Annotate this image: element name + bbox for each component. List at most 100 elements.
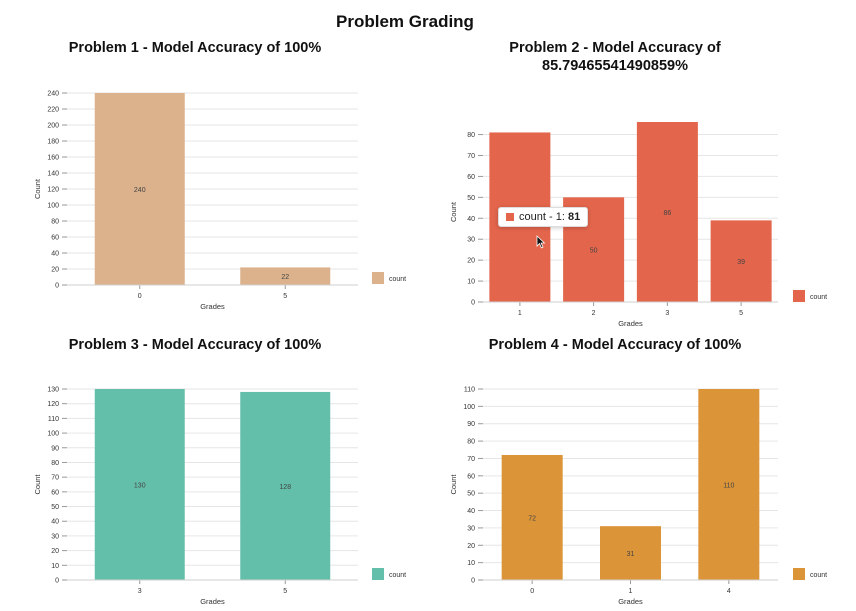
y-tick-label: 100 xyxy=(47,203,59,210)
x-tick-label: 5 xyxy=(739,310,743,317)
y-tick-label: 0 xyxy=(55,578,59,585)
y-tick-label: 50 xyxy=(467,195,475,202)
bar-chart-problem-3: 0 10 20 30 40 50 60 70 80 90 100 110 120 130 Count 130 3… xyxy=(33,387,406,607)
bar-value-label: 50 xyxy=(590,248,598,255)
x-axis-label: Grades xyxy=(200,597,225,606)
bar-value-label: 240 xyxy=(134,187,146,194)
chart-title: Problem 2 - Model Accuracy of 85.7946554… xyxy=(465,39,765,75)
mouse-pointer-icon xyxy=(536,235,546,249)
tooltip-series: count xyxy=(519,211,546,223)
y-tick-label: 110 xyxy=(464,387,475,394)
tooltip-prefix: - xyxy=(545,211,556,223)
legend-label: count xyxy=(810,294,827,301)
x-tick-label: 1 xyxy=(629,588,633,595)
bar xyxy=(240,267,331,285)
chart-panel-problem-4: Problem 4 - Model Accuracy of 100% 0 10 20… xyxy=(428,305,856,611)
bar-value-label: 39 xyxy=(737,259,745,266)
y-tick-label: 80 xyxy=(467,439,475,446)
y-tick-label: 10 xyxy=(467,279,475,286)
x-axis-label: Grades xyxy=(618,597,643,606)
y-tick-label: 80 xyxy=(51,219,59,226)
chart-title-line: Problem 4 - Model Accuracy of 100% xyxy=(488,337,742,353)
tooltip-category: 1 xyxy=(555,211,562,223)
y-tick-label: 20 xyxy=(51,548,59,555)
bar xyxy=(240,391,331,580)
chart-title: Problem 3 - Model Accuracy of 100% xyxy=(40,336,350,354)
y-tick-label: 70 xyxy=(51,475,59,482)
legend-swatch xyxy=(793,290,805,302)
bar xyxy=(501,454,563,580)
bar-value-label: 72 xyxy=(528,515,536,522)
chart-title: Problem 4 - Model Accuracy of 100% xyxy=(465,336,765,354)
legend-label: count xyxy=(810,572,827,579)
y-tick-label: 100 xyxy=(47,431,59,438)
y-axis-label: Count xyxy=(449,474,458,495)
bar-value-label: 22 xyxy=(281,274,289,281)
x-tick-label: 1 xyxy=(518,310,522,317)
bar xyxy=(636,122,698,302)
chart-title-line: Problem 3 - Model Accuracy of 100% xyxy=(68,337,322,353)
y-axis-label: Count xyxy=(33,474,42,495)
y-tick-label: 110 xyxy=(48,416,59,423)
bar xyxy=(94,93,185,285)
y-tick-label: 20 xyxy=(51,267,59,274)
tooltip-sep: : xyxy=(561,211,568,223)
x-tick-label: 4 xyxy=(727,588,731,595)
x-tick-label: 3 xyxy=(665,310,669,317)
y-tick-label: 100 xyxy=(463,404,475,411)
y-tick-label: 50 xyxy=(51,504,59,511)
chart-plot-area: 0 10 20 30 40 50 60 70 80 90 100 110 120 130 Count 130 3… xyxy=(33,387,406,607)
legend-swatch xyxy=(793,568,805,580)
y-tick-label: 60 xyxy=(467,473,475,480)
tooltip-value: 81 xyxy=(567,211,581,223)
y-tick-label: 160 xyxy=(47,155,59,162)
y-tick-label: 70 xyxy=(467,456,475,463)
x-tick-label: 5 xyxy=(283,293,287,300)
page-title: Problem Grading xyxy=(336,12,474,31)
chart-panel-problem-2: Problem 2 - Model Accuracy of 85.7946554… xyxy=(428,0,856,330)
bar-chart-problem-4: 0 10 20 30 40 50 60 70 80 90 100 110 Count 72 0 31 1 110 4… xyxy=(449,387,827,607)
y-tick-label: 20 xyxy=(467,258,475,265)
y-tick-label: 240 xyxy=(47,91,59,98)
legend-swatch xyxy=(372,272,384,284)
y-tick-label: 60 xyxy=(467,174,475,181)
y-tick-label: 40 xyxy=(51,251,59,258)
y-tick-label: 40 xyxy=(467,508,475,515)
y-tick-label: 30 xyxy=(51,533,59,540)
y-tick-label: 0 xyxy=(55,283,59,290)
chart-title: Problem 1 - Model Accuracy of 100% xyxy=(40,39,350,57)
y-tick-label: 30 xyxy=(467,237,475,244)
x-axis-label: Grades xyxy=(200,302,225,311)
chart-panel-problem-3: Problem 3 - Model Accuracy of 100% 0 10 20… xyxy=(0,305,420,611)
chart-title-line: Problem 2 - Model Accuracy of xyxy=(509,40,721,56)
y-tick-label: 120 xyxy=(47,187,59,194)
y-tick-label: 30 xyxy=(467,525,475,532)
y-tick-label: 120 xyxy=(47,401,59,408)
tooltip-swatch xyxy=(506,213,514,222)
y-tick-label: 10 xyxy=(51,563,59,570)
y-tick-label: 140 xyxy=(47,171,59,178)
y-tick-label: 20 xyxy=(467,543,475,550)
legend-label: count xyxy=(389,276,406,283)
y-tick-label: 80 xyxy=(51,460,59,467)
bar-value-label: 128 xyxy=(279,484,291,491)
chart-plot-area: 0 10 20 30 40 50 60 70 80 Count 81 1 50 2 86 3 39 5 Grades… xyxy=(449,122,827,328)
bar xyxy=(600,526,661,580)
y-tick-label: 50 xyxy=(467,491,475,498)
y-tick-label: 130 xyxy=(47,387,59,394)
y-tick-label: 80 xyxy=(467,132,475,139)
chart-title-line: Problem 1 - Model Accuracy of 100% xyxy=(68,40,322,56)
chart-title-line: 85.79465541490859% xyxy=(542,58,688,74)
y-tick-label: 0 xyxy=(471,300,475,307)
y-tick-label: 40 xyxy=(51,519,59,526)
y-tick-label: 90 xyxy=(51,445,59,452)
x-tick-label: 3 xyxy=(138,588,142,595)
x-tick-label: 2 xyxy=(592,310,596,317)
y-tick-label: 60 xyxy=(51,489,59,496)
bar-value-label: 130 xyxy=(134,483,146,490)
y-tick-label: 10 xyxy=(467,560,475,567)
y-tick-label: 60 xyxy=(51,235,59,242)
bar xyxy=(710,220,772,302)
